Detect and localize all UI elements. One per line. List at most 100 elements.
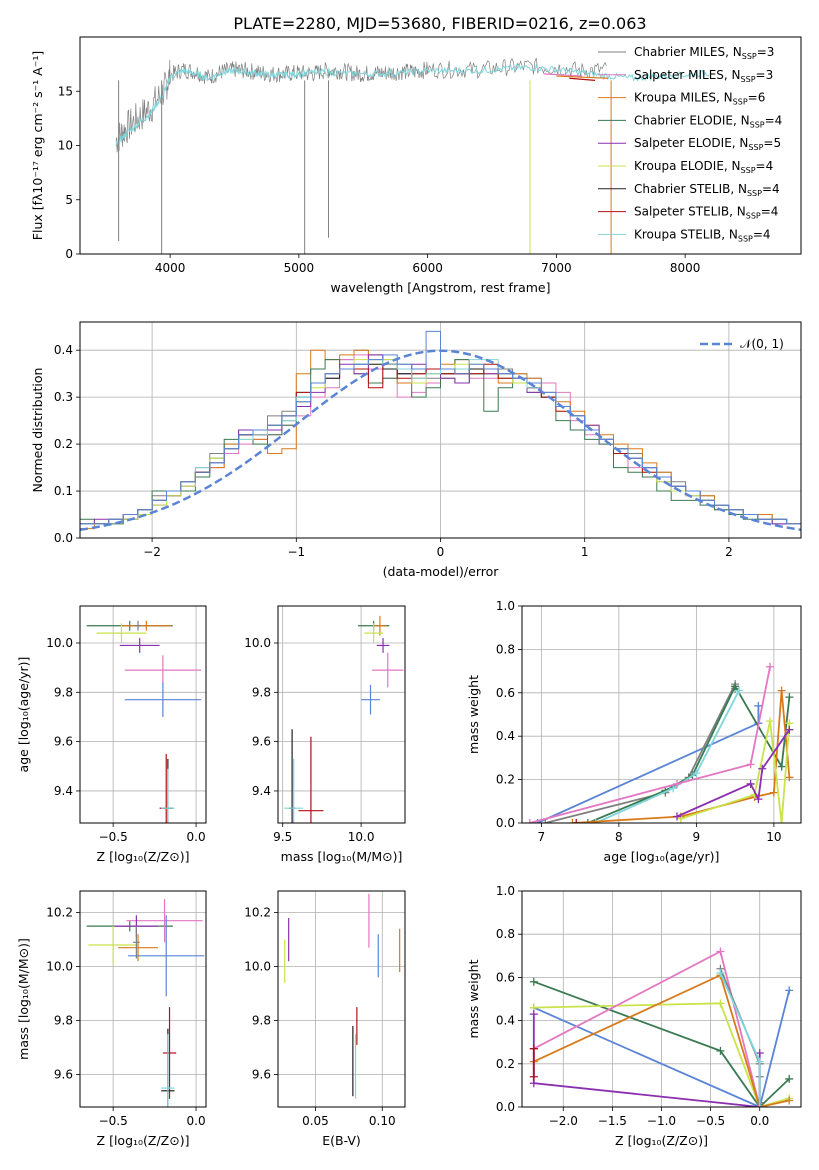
plot-area-age_vs_mass bbox=[284, 615, 404, 823]
data-point-marker bbox=[777, 686, 786, 695]
data-point-marker bbox=[541, 819, 550, 823]
y-tick-label: 0.6 bbox=[496, 970, 515, 984]
x-tick-label: −1.5 bbox=[598, 1114, 627, 1128]
x-tick-label: 0.0 bbox=[750, 1114, 769, 1128]
x-tick-label: 7000 bbox=[541, 261, 572, 275]
y-tick-label: 0.8 bbox=[496, 642, 515, 656]
y-axis-label: mass weight bbox=[466, 959, 481, 1038]
y-tick-label: 5 bbox=[65, 193, 73, 207]
x-axis-label: mass [log₁₀(M/M⊙)] bbox=[281, 849, 403, 864]
x-tick-label: 1 bbox=[581, 545, 589, 559]
data-point-marker bbox=[755, 1103, 764, 1107]
axes-spectrum: 4000 5000 6000 7000 8000 0 5 10 15 wavelength [An… bbox=[30, 51, 700, 295]
x-tick-label: 7 bbox=[538, 830, 546, 844]
series-line bbox=[533, 980, 790, 1107]
model-fragment bbox=[569, 77, 596, 81]
y-axis-label: mass [log₁₀(M/M⊙)] bbox=[16, 938, 31, 1060]
x-tick-label: 4000 bbox=[155, 261, 186, 275]
x-tick-label: 9.5 bbox=[273, 830, 292, 844]
legend-subscript: SSP bbox=[747, 189, 762, 198]
y-tick-label: 0.4 bbox=[496, 729, 515, 743]
x-tick-label: 0 bbox=[437, 545, 445, 559]
legend-subscript: SSP bbox=[746, 212, 761, 221]
x-tick-label: −1.0 bbox=[647, 1114, 676, 1128]
x-tick-label: 2 bbox=[725, 545, 733, 559]
y-tick-label: 10.0 bbox=[244, 636, 271, 650]
data-point-marker bbox=[785, 986, 794, 995]
series-line-observed bbox=[115, 57, 607, 153]
legend-entry: Kroupa STELIB, NSSP=4 bbox=[634, 227, 771, 243]
axes-frame bbox=[79, 890, 207, 1108]
data-point-marker bbox=[572, 819, 581, 823]
model-fragment bbox=[543, 73, 583, 77]
y-axis-label: Flux [fλ10⁻¹⁷ erg cm⁻² s⁻¹ A⁻¹] bbox=[30, 51, 45, 240]
series-line bbox=[533, 1002, 790, 1107]
axes-age_vs_Z: −0.5 0.0 9.4 9.6 9.8 10.0 Z [log₁₀(Z/Z⊙)] age [… bbox=[16, 606, 206, 864]
y-tick-label: 9.6 bbox=[54, 735, 73, 749]
data-point-marker bbox=[735, 686, 743, 695]
y-tick-label: 9.8 bbox=[252, 1014, 271, 1028]
x-tick-label: 5000 bbox=[284, 261, 315, 275]
x-axis-label: wavelength [Angstrom, rest frame] bbox=[330, 280, 550, 295]
y-tick-label: 10.0 bbox=[46, 960, 73, 974]
legend-entry: Kroupa ELODIE, NSSP=4 bbox=[634, 159, 773, 175]
data-point-marker bbox=[525, 819, 534, 823]
y-tick-label: 9.8 bbox=[252, 685, 271, 699]
y-tick-label: 9.6 bbox=[54, 1068, 73, 1082]
y-tick-label: 1.0 bbox=[496, 599, 515, 613]
y-tick-label: 10.2 bbox=[244, 906, 271, 920]
data-point-marker bbox=[746, 779, 755, 788]
x-tick-label: 0.05 bbox=[302, 1114, 329, 1128]
data-point-marker bbox=[692, 769, 701, 778]
x-tick-label: −0.5 bbox=[99, 830, 128, 844]
y-tick-label: 0.2 bbox=[54, 437, 73, 451]
data-point-marker bbox=[785, 773, 794, 782]
legend-tail: =4 bbox=[756, 159, 774, 173]
axes-residuals: −2 −1 0 1 2 0.0 0.1 0.2 0.3 0.4 (data-model)/error… bbox=[30, 322, 801, 579]
y-axis-label: mass weight bbox=[466, 675, 481, 754]
legend-tail: =5 bbox=[763, 136, 781, 150]
series-line bbox=[587, 684, 791, 823]
model-fragment bbox=[556, 75, 608, 79]
axes-frame bbox=[521, 605, 802, 824]
x-axis-label: Z [log₁₀(Z/Z⊙)] bbox=[97, 849, 190, 864]
plot-area-spectrum bbox=[115, 57, 710, 254]
data-point-marker bbox=[785, 693, 794, 702]
data-point-marker bbox=[755, 1049, 764, 1057]
data-point-marker bbox=[766, 662, 774, 671]
x-tick-label: 0.0 bbox=[187, 1114, 206, 1128]
data-point-marker bbox=[591, 819, 600, 823]
x-tick-label: 8 bbox=[615, 830, 623, 844]
y-tick-label: 0.3 bbox=[54, 390, 73, 404]
x-axis-label: E(B-V) bbox=[322, 1133, 361, 1148]
plot-area-weight_vs_Z bbox=[529, 947, 794, 1107]
y-tick-label: 10.2 bbox=[46, 906, 73, 920]
x-axis-label: Z [log₁₀(Z/Z⊙)] bbox=[97, 1133, 190, 1148]
data-point-marker bbox=[731, 682, 740, 691]
data-point-marker bbox=[766, 717, 774, 726]
y-tick-label: 0.0 bbox=[54, 531, 73, 545]
axes-frame bbox=[277, 890, 406, 1108]
data-point-marker bbox=[716, 969, 725, 978]
y-axis-label: age [log₁₀(age/yr)] bbox=[16, 657, 31, 773]
x-tick-label: −0.5 bbox=[99, 1114, 128, 1128]
y-tick-label: 0.2 bbox=[496, 1057, 515, 1071]
axes-frame bbox=[79, 36, 802, 255]
data-point-marker bbox=[769, 788, 778, 797]
normal-curve bbox=[80, 349, 801, 532]
y-tick-label: 9.6 bbox=[252, 1068, 271, 1082]
legend-label: Chabrier STELIB, N bbox=[634, 182, 747, 196]
y-tick-label: 0.0 bbox=[496, 1100, 515, 1114]
y-tick-label: 1.0 bbox=[496, 884, 515, 898]
x-tick-label: 9 bbox=[693, 830, 701, 844]
y-tick-label: 15 bbox=[58, 84, 73, 98]
legend-tail: =4 bbox=[761, 205, 779, 219]
data-point-marker bbox=[754, 701, 763, 710]
x-axis-label: (data-model)/error bbox=[383, 564, 500, 579]
axes-frame bbox=[79, 605, 207, 824]
y-tick-label: 0.4 bbox=[496, 1014, 515, 1028]
legend-label: Chabrier MILES, N bbox=[634, 45, 742, 59]
x-tick-label: −2 bbox=[143, 545, 161, 559]
data-point-marker bbox=[785, 1096, 794, 1105]
